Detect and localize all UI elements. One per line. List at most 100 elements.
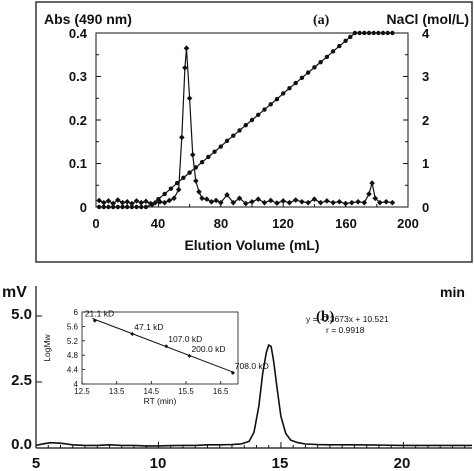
panel-b-y-tick-0: 0.0 — [11, 436, 32, 453]
absorbance-point — [372, 195, 379, 202]
nacl-point — [212, 149, 217, 154]
inset-y-ticks: 4 4.4 4.8 5.2 5.6 6 — [67, 308, 79, 389]
nacl-point — [299, 75, 305, 81]
absorbance-point — [361, 199, 368, 206]
absorbance-point — [189, 152, 196, 158]
nacl-point — [168, 186, 174, 191]
nacl-point — [193, 165, 199, 170]
absorbance-point — [292, 197, 299, 203]
absorbance-point — [255, 196, 262, 202]
absorbance-point — [274, 200, 280, 206]
nacl-point — [281, 91, 286, 96]
nacl-point — [330, 49, 336, 54]
absorbance-point — [230, 199, 237, 206]
absorbance-point — [342, 200, 349, 207]
absorbance-point — [366, 191, 372, 197]
panel-a-x-tick-5: 200 — [397, 216, 419, 231]
absorbance-point — [119, 199, 126, 206]
nacl-point — [187, 170, 192, 175]
nacl-point — [96, 204, 102, 210]
inset-x-tick-3: 15.5 — [178, 387, 194, 396]
absorbance-point — [203, 196, 210, 202]
panel-a-right-tick-0: 0 — [422, 200, 429, 215]
panel-b-x-tick-2: 15 — [272, 455, 289, 471]
absorbance-point — [105, 198, 112, 204]
inset-fit-r-value: r = 0.9918 — [326, 325, 365, 335]
inset-point-label: 708.0 kD — [235, 361, 269, 371]
inset-y-tick-3: 5.2 — [67, 337, 79, 346]
panel-a-right-axis-label: NaCl (mol/L) — [387, 11, 469, 27]
panel-a-left-y-ticks: 0 0.1 0.2 0.3 0.4 — [69, 26, 88, 215]
nacl-point — [125, 204, 130, 210]
absorbance-point — [171, 195, 177, 202]
panel-b: mV min (b) 0.0 2.5 5.0 5 10 15 20 LogMw … — [2, 284, 472, 471]
nacl-point — [371, 30, 376, 36]
nacl-point — [110, 204, 116, 210]
absorbance-point — [101, 199, 107, 206]
absorbance-point — [175, 186, 182, 193]
panel-b-x-unit-label: min — [440, 284, 465, 300]
absorbance-point — [124, 198, 130, 205]
nacl-point — [366, 30, 372, 36]
absorbance-point — [369, 180, 375, 186]
absorbance-point — [355, 198, 361, 205]
nacl-point — [324, 54, 330, 60]
absorbance-point — [280, 198, 286, 204]
nacl-point — [149, 202, 155, 207]
inset-point-label: 200.0 kD — [191, 344, 225, 354]
panel-a-left-tick-1: 0.1 — [69, 156, 87, 171]
nacl-point — [348, 34, 353, 40]
nacl-point — [162, 191, 167, 197]
chromatogram-series — [35, 344, 472, 447]
nacl-point — [256, 112, 261, 117]
panel-a-label: (a) — [313, 13, 330, 28]
chromatogram-line — [35, 344, 472, 447]
nacl-point — [262, 107, 267, 112]
inset-point — [187, 353, 192, 358]
inset-y-axis-label: LogMw — [42, 333, 52, 361]
absorbance-point — [389, 199, 396, 206]
nacl-point — [352, 30, 358, 36]
nacl-point — [293, 80, 298, 86]
absorbance-point — [193, 178, 199, 184]
panel-a-frame — [35, 1, 473, 263]
inset-y-tick-2: 4.8 — [67, 351, 79, 360]
panel-b-y-unit-label: mV — [2, 284, 27, 301]
inset-point — [130, 331, 135, 336]
nacl-point — [237, 128, 242, 133]
nacl-point — [106, 204, 111, 210]
panel-b-x-tick-1: 10 — [150, 455, 167, 471]
panel-b-y-tick-2: 5.0 — [11, 306, 32, 323]
nacl-point — [274, 96, 280, 102]
inset-x-tick-1: 13.5 — [109, 387, 125, 396]
nacl-point — [174, 180, 180, 186]
panel-a-x-tick-4: 160 — [335, 216, 357, 231]
nacl-point — [129, 204, 135, 210]
inset-y-tick-1: 4.4 — [67, 366, 79, 375]
inset-point — [164, 344, 169, 349]
inset-x-tick-0: 12.5 — [74, 387, 90, 396]
inset-x-tick-2: 14.5 — [144, 387, 160, 396]
nacl-gradient-series — [96, 30, 395, 210]
absorbance-point — [242, 200, 249, 207]
absorbance-point — [236, 195, 243, 202]
absorbance-point — [224, 192, 230, 198]
absorbance-point — [110, 200, 116, 207]
absorbance-point — [179, 134, 185, 141]
inset-point-label: 21.1 kD — [85, 309, 114, 319]
panel-b-x-ticks: 5 10 15 20 — [32, 455, 411, 471]
panel-b-y-ticks: 0.0 2.5 5.0 — [11, 306, 32, 453]
panel-a-x-tick-3: 120 — [272, 216, 294, 231]
inset-point — [230, 370, 235, 375]
absorbance-point — [383, 198, 389, 205]
inset-x-tick-4: 16.5 — [213, 387, 229, 396]
nacl-point — [181, 175, 186, 181]
absorbance-point — [183, 45, 190, 52]
panel-a-right-tick-3: 3 — [422, 69, 429, 84]
absorbance-point — [324, 198, 330, 204]
nacl-gradient-line — [99, 32, 393, 208]
calibration-inset: LogMw RT (min) 12.5 13.5 14.5 15.5 16.5 … — [42, 308, 389, 406]
absorbance-point — [336, 198, 343, 205]
panel-b-label: (b) — [316, 309, 334, 325]
